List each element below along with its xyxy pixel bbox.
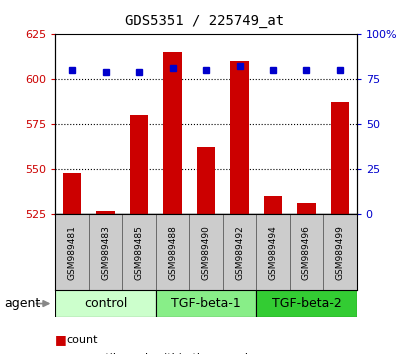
- Text: TGF-beta-2: TGF-beta-2: [271, 297, 341, 310]
- Bar: [55, 290, 155, 317]
- Text: GSM989488: GSM989488: [168, 225, 177, 280]
- Text: GSM989481: GSM989481: [67, 225, 76, 280]
- Bar: [222, 214, 256, 290]
- Bar: [189, 214, 222, 290]
- Bar: [263, 196, 281, 214]
- Bar: [330, 102, 348, 214]
- Bar: [289, 214, 322, 290]
- Text: GSM989494: GSM989494: [268, 225, 277, 280]
- Text: GSM989492: GSM989492: [234, 225, 243, 280]
- Bar: [256, 290, 356, 317]
- Bar: [96, 211, 115, 214]
- Text: ■: ■: [55, 351, 67, 354]
- Text: GDS5351 / 225749_at: GDS5351 / 225749_at: [125, 14, 284, 28]
- Bar: [256, 214, 289, 290]
- Text: control: control: [84, 297, 127, 310]
- Bar: [155, 214, 189, 290]
- Text: percentile rank within the sample: percentile rank within the sample: [67, 353, 254, 354]
- Text: agent: agent: [4, 297, 40, 310]
- Bar: [163, 52, 181, 214]
- Text: TGF-beta-1: TGF-beta-1: [171, 297, 240, 310]
- Bar: [89, 214, 122, 290]
- Text: ■: ■: [55, 333, 67, 346]
- Text: GSM989483: GSM989483: [101, 225, 110, 280]
- Text: GSM989496: GSM989496: [301, 225, 310, 280]
- Bar: [322, 214, 356, 290]
- Text: GSM989485: GSM989485: [134, 225, 143, 280]
- Bar: [155, 290, 256, 317]
- Text: GSM989499: GSM989499: [335, 225, 344, 280]
- Bar: [122, 214, 155, 290]
- Bar: [130, 115, 148, 214]
- Text: count: count: [67, 335, 98, 345]
- Bar: [196, 147, 215, 214]
- Bar: [297, 203, 315, 214]
- Bar: [63, 173, 81, 214]
- Bar: [230, 61, 248, 214]
- Bar: [55, 214, 89, 290]
- Text: GSM989490: GSM989490: [201, 225, 210, 280]
